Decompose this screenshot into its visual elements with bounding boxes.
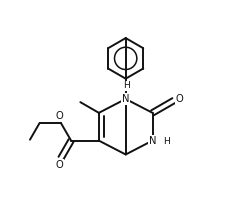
Text: O: O bbox=[56, 111, 63, 121]
Text: N: N bbox=[121, 94, 129, 104]
Text: H: H bbox=[123, 81, 130, 90]
Text: O: O bbox=[174, 94, 182, 104]
Text: O: O bbox=[56, 160, 63, 170]
Text: H: H bbox=[163, 137, 170, 146]
Text: N: N bbox=[148, 136, 155, 146]
